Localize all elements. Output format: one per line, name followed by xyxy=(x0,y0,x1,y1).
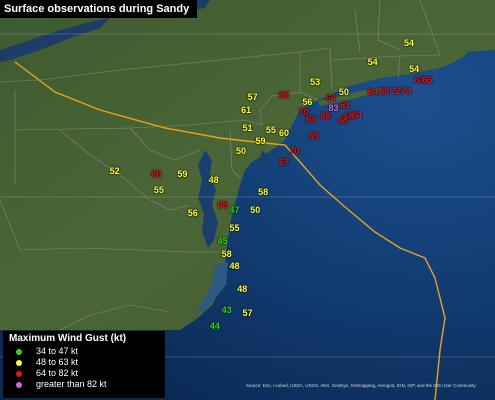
legend-title: Maximum Wind Gust (kt) xyxy=(9,333,127,344)
wind-gust-label: 69 xyxy=(308,131,319,142)
wind-gust-label: 43 xyxy=(221,304,232,315)
attribution-credits: Source: Esri, i-cubed, USDA, USGS, AEX, … xyxy=(246,383,476,388)
wind-gust-label: 57 xyxy=(247,91,258,102)
wind-gust-label: 58 xyxy=(221,249,232,260)
wind-gust-label: 54 xyxy=(409,63,420,74)
legend-label: 34 to 47 kt xyxy=(36,346,79,356)
wind-gust-label: 50 xyxy=(250,204,261,215)
wind-gust-label: 68 xyxy=(344,111,355,122)
legend-item: 64 to 82 kt xyxy=(3,368,165,379)
wind-gust-label: 53 xyxy=(310,77,321,87)
legend-dot-over-82 xyxy=(16,382,22,388)
wind-gust-label: 48 xyxy=(229,260,240,271)
wind-gust-label: 52 xyxy=(109,165,120,176)
delaware-bay xyxy=(258,150,270,170)
legend-label: 64 to 82 kt xyxy=(36,368,79,378)
wind-gust-label: 68 xyxy=(337,114,348,125)
long-island xyxy=(318,88,380,106)
wind-gust-label: 55 xyxy=(229,222,240,233)
pamlico-sound xyxy=(196,262,228,312)
wind-gust-label: 60 xyxy=(151,168,162,179)
legend-item: greater than 82 kt xyxy=(3,379,165,390)
wind-gust-label: 64 xyxy=(351,109,362,120)
wind-gust-label: 59 xyxy=(177,168,188,179)
wind-gust-label: 64 xyxy=(325,93,336,104)
wind-gust-label: 51 xyxy=(242,122,253,133)
wind-gust-label: 58 xyxy=(258,186,269,197)
cape-cod xyxy=(450,48,468,60)
wind-gust-label: 67 xyxy=(278,157,290,168)
lake-erie xyxy=(0,18,110,62)
wind-gust-label: 47 xyxy=(229,204,240,215)
state-boundaries xyxy=(0,0,441,331)
wind-gust-label: 50 xyxy=(338,86,349,97)
legend-label: greater than 82 kt xyxy=(36,379,107,389)
wind-gust-label: 59 xyxy=(255,136,266,146)
land xyxy=(0,0,495,330)
legend-dot-48-63 xyxy=(16,360,22,366)
wind-gust-label: 64 xyxy=(306,113,317,124)
wind-gust-label: 66 xyxy=(422,75,433,86)
wind-gust-label: 55 xyxy=(265,124,276,135)
wind-gust-label: 54 xyxy=(367,57,378,68)
storm-track xyxy=(14,61,446,400)
wind-gust-label: 48 xyxy=(208,175,219,186)
wind-gust-label: 64 xyxy=(367,86,378,97)
wind-gust-label: 70 xyxy=(298,106,309,117)
wind-gust-label: 54 xyxy=(403,37,415,48)
legend-dot-34-47 xyxy=(16,349,22,355)
chesapeake-bay xyxy=(198,150,218,248)
wind-gust-label: 45 xyxy=(217,236,228,246)
wind-gust-label: 68 xyxy=(320,111,331,122)
wind-gust-label: 56 xyxy=(187,208,198,219)
wind-gust-label: 70 xyxy=(289,145,300,156)
map-title: Surface observations during Sandy xyxy=(0,0,198,18)
wind-gust-label: 60 xyxy=(278,127,290,138)
wind-gust-label: 68 xyxy=(217,199,228,210)
wind-gust-label: 66 xyxy=(379,86,390,97)
wind-gust-label: 61 xyxy=(241,104,252,115)
wind-gust-label: 50 xyxy=(235,145,247,156)
legend: Maximum Wind Gust (kt) 34 to 47 kt 48 to… xyxy=(3,331,165,398)
wind-gust-label: 44 xyxy=(209,321,220,332)
wind-gust-label: 56 xyxy=(302,96,313,107)
wind-gust-label: 61 xyxy=(340,99,351,110)
wind-gust-label: 74 xyxy=(401,86,412,97)
legend-label: 48 to 63 kt xyxy=(36,357,79,367)
wind-gust-label: 64 xyxy=(414,75,425,86)
wind-gust-label: 72 xyxy=(390,86,402,97)
wind-gust-label: 57 xyxy=(242,308,253,319)
wind-gust-label: 83 xyxy=(328,103,339,114)
wind-gust-label: 55 xyxy=(153,185,164,196)
wind-gust-label: 65 xyxy=(278,90,290,101)
legend-item: 48 to 63 kt xyxy=(3,357,165,368)
legend-item: 34 to 47 kt xyxy=(3,346,165,357)
legend-dot-64-82 xyxy=(16,371,22,377)
wind-gust-label: 48 xyxy=(237,283,248,294)
